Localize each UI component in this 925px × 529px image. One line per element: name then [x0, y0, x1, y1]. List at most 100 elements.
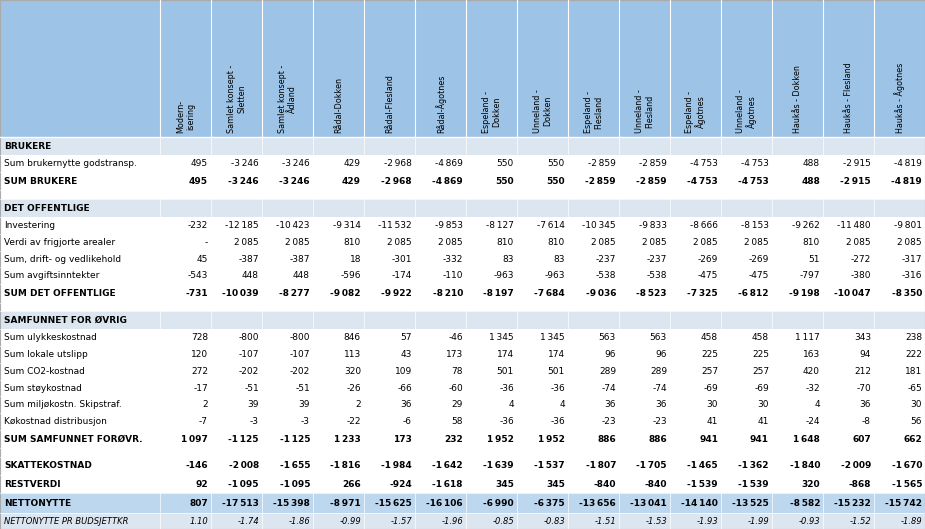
Text: -70: -70	[857, 384, 871, 393]
Text: -596: -596	[340, 271, 361, 280]
Text: -174: -174	[391, 271, 412, 280]
Text: 1 345: 1 345	[489, 333, 514, 342]
Text: -269: -269	[697, 254, 718, 263]
Text: -8 523: -8 523	[636, 289, 667, 298]
Text: Rådal-Ågotnes: Rådal-Ågotnes	[435, 75, 446, 133]
Text: -475: -475	[748, 271, 769, 280]
Text: -10 047: -10 047	[834, 289, 871, 298]
Text: 1 097: 1 097	[181, 435, 208, 444]
Text: -868: -868	[848, 480, 871, 489]
Bar	[0, 448, 925, 457]
Text: -17 513: -17 513	[222, 499, 259, 508]
Text: -3 246: -3 246	[279, 177, 310, 186]
Text: 495: 495	[191, 159, 208, 168]
Text: Sum avgiftsinntekter: Sum avgiftsinntekter	[4, 271, 99, 280]
Text: -800: -800	[290, 333, 310, 342]
Text: 501: 501	[548, 367, 565, 376]
Text: -36: -36	[500, 384, 514, 393]
Text: -1.93: -1.93	[697, 517, 718, 526]
Text: -2 009: -2 009	[841, 461, 871, 470]
Text: -9 853: -9 853	[435, 221, 463, 230]
Text: 92: 92	[195, 480, 208, 489]
Text: -387: -387	[290, 254, 310, 263]
Text: -51: -51	[295, 384, 310, 393]
Text: -272: -272	[851, 254, 871, 263]
Text: -1.89: -1.89	[900, 517, 922, 526]
Text: Modern-
isering: Modern- isering	[176, 100, 195, 133]
Text: -237: -237	[596, 254, 616, 263]
Text: 36: 36	[605, 400, 616, 409]
Text: Espeland -
Dokken: Espeland - Dokken	[482, 91, 501, 133]
Text: -107: -107	[290, 350, 310, 359]
Text: -1 705: -1 705	[636, 461, 667, 470]
Text: 607: 607	[852, 435, 871, 444]
Text: 2 085: 2 085	[694, 238, 718, 247]
Text: -11 480: -11 480	[837, 221, 871, 230]
Text: -1.74: -1.74	[237, 517, 259, 526]
Text: 41: 41	[758, 417, 769, 426]
Text: Sum støykostnad: Sum støykostnad	[4, 384, 82, 393]
Text: -13 041: -13 041	[630, 499, 667, 508]
Text: Sum ulykkeskostnad: Sum ulykkeskostnad	[4, 333, 97, 342]
Text: -7 684: -7 684	[535, 289, 565, 298]
Text: -840: -840	[645, 480, 667, 489]
Text: 96: 96	[605, 350, 616, 359]
Text: -3 246: -3 246	[282, 159, 310, 168]
Text: Sum lokale utslipp: Sum lokale utslipp	[4, 350, 88, 359]
Text: -46: -46	[449, 333, 463, 342]
Text: 225: 225	[752, 350, 769, 359]
Text: 941: 941	[699, 435, 718, 444]
Text: -963: -963	[545, 271, 565, 280]
Text: 1 345: 1 345	[540, 333, 565, 342]
Text: -2 968: -2 968	[381, 177, 412, 186]
Text: -4 869: -4 869	[435, 159, 463, 168]
Text: -269: -269	[748, 254, 769, 263]
Text: -1 125: -1 125	[279, 435, 310, 444]
Text: 1.10: 1.10	[190, 517, 208, 526]
Text: 1 648: 1 648	[793, 435, 820, 444]
Bar	[0, 457, 925, 475]
Text: -1.51: -1.51	[594, 517, 616, 526]
Text: 41: 41	[707, 417, 718, 426]
Text: -60: -60	[449, 384, 463, 393]
Text: -731: -731	[185, 289, 208, 298]
Text: 212: 212	[854, 367, 871, 376]
Text: -36: -36	[550, 417, 565, 426]
Text: 232: 232	[444, 435, 463, 444]
Text: 1 233: 1 233	[334, 435, 361, 444]
Text: 810: 810	[548, 238, 565, 247]
Text: -12 185: -12 185	[226, 221, 259, 230]
Text: -4 753: -4 753	[738, 177, 769, 186]
Text: -1 125: -1 125	[228, 435, 259, 444]
Text: -10 039: -10 039	[222, 289, 259, 298]
Text: -1.52: -1.52	[849, 517, 871, 526]
Text: 272: 272	[191, 367, 208, 376]
Text: -15 742: -15 742	[885, 499, 922, 508]
Text: 289: 289	[650, 367, 667, 376]
Bar	[0, 494, 925, 513]
Text: Investering: Investering	[4, 221, 56, 230]
Text: -17: -17	[193, 384, 208, 393]
Text: 120: 120	[191, 350, 208, 359]
Text: -8 582: -8 582	[790, 499, 820, 508]
Text: -963: -963	[494, 271, 514, 280]
Text: 2 085: 2 085	[642, 238, 667, 247]
Text: Samlet konsept -
Ådland: Samlet konsept - Ådland	[278, 65, 297, 133]
Text: -15 398: -15 398	[273, 499, 310, 508]
Text: -0.99: -0.99	[339, 517, 361, 526]
Text: -6 990: -6 990	[484, 499, 514, 508]
Text: -1 539: -1 539	[738, 480, 769, 489]
Text: -0.85: -0.85	[492, 517, 514, 526]
Bar	[0, 396, 925, 413]
Text: -8: -8	[862, 417, 871, 426]
Text: 43: 43	[401, 350, 412, 359]
Text: -6 812: -6 812	[738, 289, 769, 298]
Text: -9 036: -9 036	[586, 289, 616, 298]
Text: -2 008: -2 008	[228, 461, 259, 470]
Text: Verdi av frigjorte arealer: Verdi av frigjorte arealer	[4, 238, 115, 247]
Text: -316: -316	[902, 271, 922, 280]
Text: 39: 39	[248, 400, 259, 409]
Text: 94: 94	[859, 350, 871, 359]
Text: Espeland -
Flesland: Espeland - Flesland	[584, 91, 603, 133]
Text: 289: 289	[598, 367, 616, 376]
